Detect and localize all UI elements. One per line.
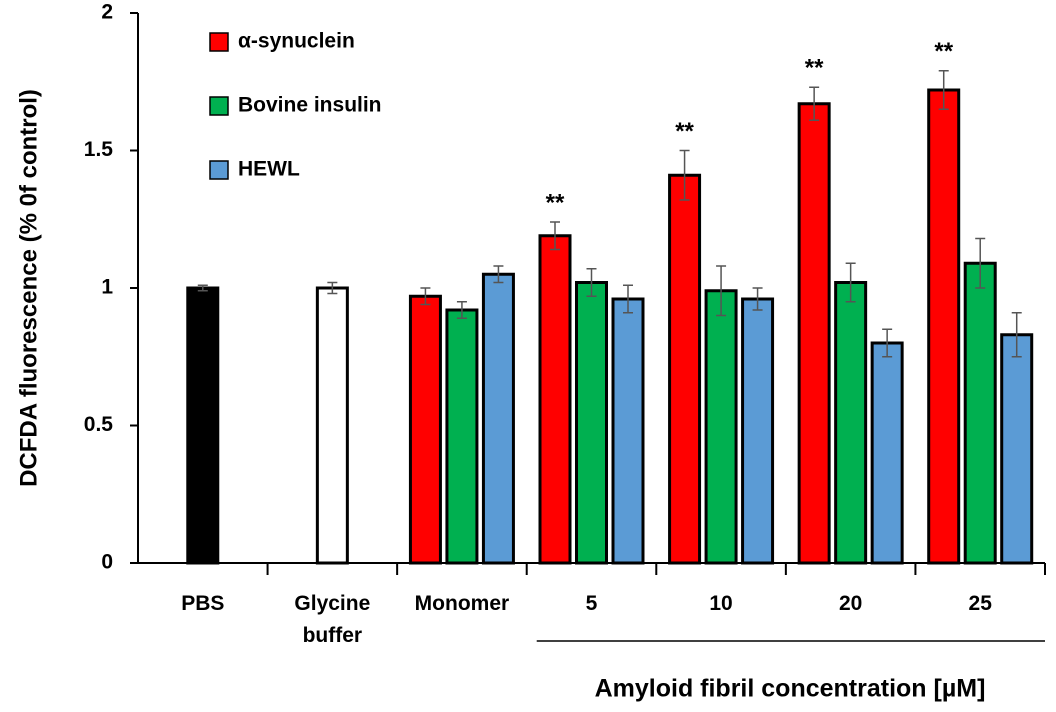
error-bar xyxy=(1011,312,1022,358)
bar xyxy=(797,102,831,565)
x-tick-label: Monomer xyxy=(414,592,510,615)
x-tick-label: PBS xyxy=(181,592,225,615)
error-bar xyxy=(882,328,893,358)
x-axis-label: Amyloid fibril concentration [µM] xyxy=(595,675,986,703)
legend-swatch xyxy=(209,32,229,52)
bar xyxy=(575,281,608,565)
bar xyxy=(870,341,904,565)
error-bar xyxy=(327,281,338,295)
y-tick-label: 2 xyxy=(101,1,113,24)
significance-marker: ** xyxy=(934,38,953,65)
significance-marker: ** xyxy=(546,189,565,216)
y-tick-label: 1 xyxy=(101,276,113,299)
error-bar xyxy=(716,265,727,317)
significance-marker: ** xyxy=(805,55,824,82)
x-tick-label: 5 xyxy=(585,592,598,615)
bar xyxy=(611,297,645,565)
bar xyxy=(1000,333,1034,565)
error-bar xyxy=(679,149,690,201)
error-bar xyxy=(197,284,208,292)
y-tick-label: 0 xyxy=(101,551,113,574)
x-tick-label: 25 xyxy=(968,592,992,615)
error-bar xyxy=(550,221,560,251)
bar xyxy=(704,289,738,565)
error-bar xyxy=(420,287,431,306)
x-tick-label: Glycine buffer xyxy=(294,592,371,647)
bar xyxy=(445,308,479,565)
bar xyxy=(315,286,349,565)
y-axis-label: DCFDA fluorescence (% 0f control) xyxy=(15,89,42,487)
error-bar xyxy=(809,86,820,121)
error-bar xyxy=(845,262,856,303)
error-bar xyxy=(752,287,763,311)
bar xyxy=(668,173,702,565)
x-tick-label: 20 xyxy=(838,592,863,615)
y-tick-label: 1.5 xyxy=(84,138,114,161)
bar xyxy=(834,281,868,565)
bar xyxy=(481,272,515,565)
y-tick-label: 0.5 xyxy=(84,413,114,436)
error-bar xyxy=(493,265,504,284)
error-bar xyxy=(975,237,986,289)
legend-swatch xyxy=(209,160,229,180)
bar xyxy=(963,261,997,565)
bar xyxy=(538,234,572,565)
bar xyxy=(927,88,961,565)
error-bar xyxy=(456,301,467,319)
x-tick-label: 10 xyxy=(709,592,733,615)
error-bar xyxy=(586,268,597,297)
legend-label: Bovine insulin xyxy=(238,94,382,117)
bar xyxy=(186,286,220,565)
legend-label: HEWL xyxy=(238,158,300,181)
significance-marker: ** xyxy=(675,118,694,145)
bar xyxy=(741,297,775,565)
error-bar xyxy=(623,284,633,314)
error-bar xyxy=(938,70,949,110)
bar xyxy=(408,294,442,565)
legend-swatch xyxy=(209,96,229,116)
legend-label: α-synuclein xyxy=(238,30,355,53)
